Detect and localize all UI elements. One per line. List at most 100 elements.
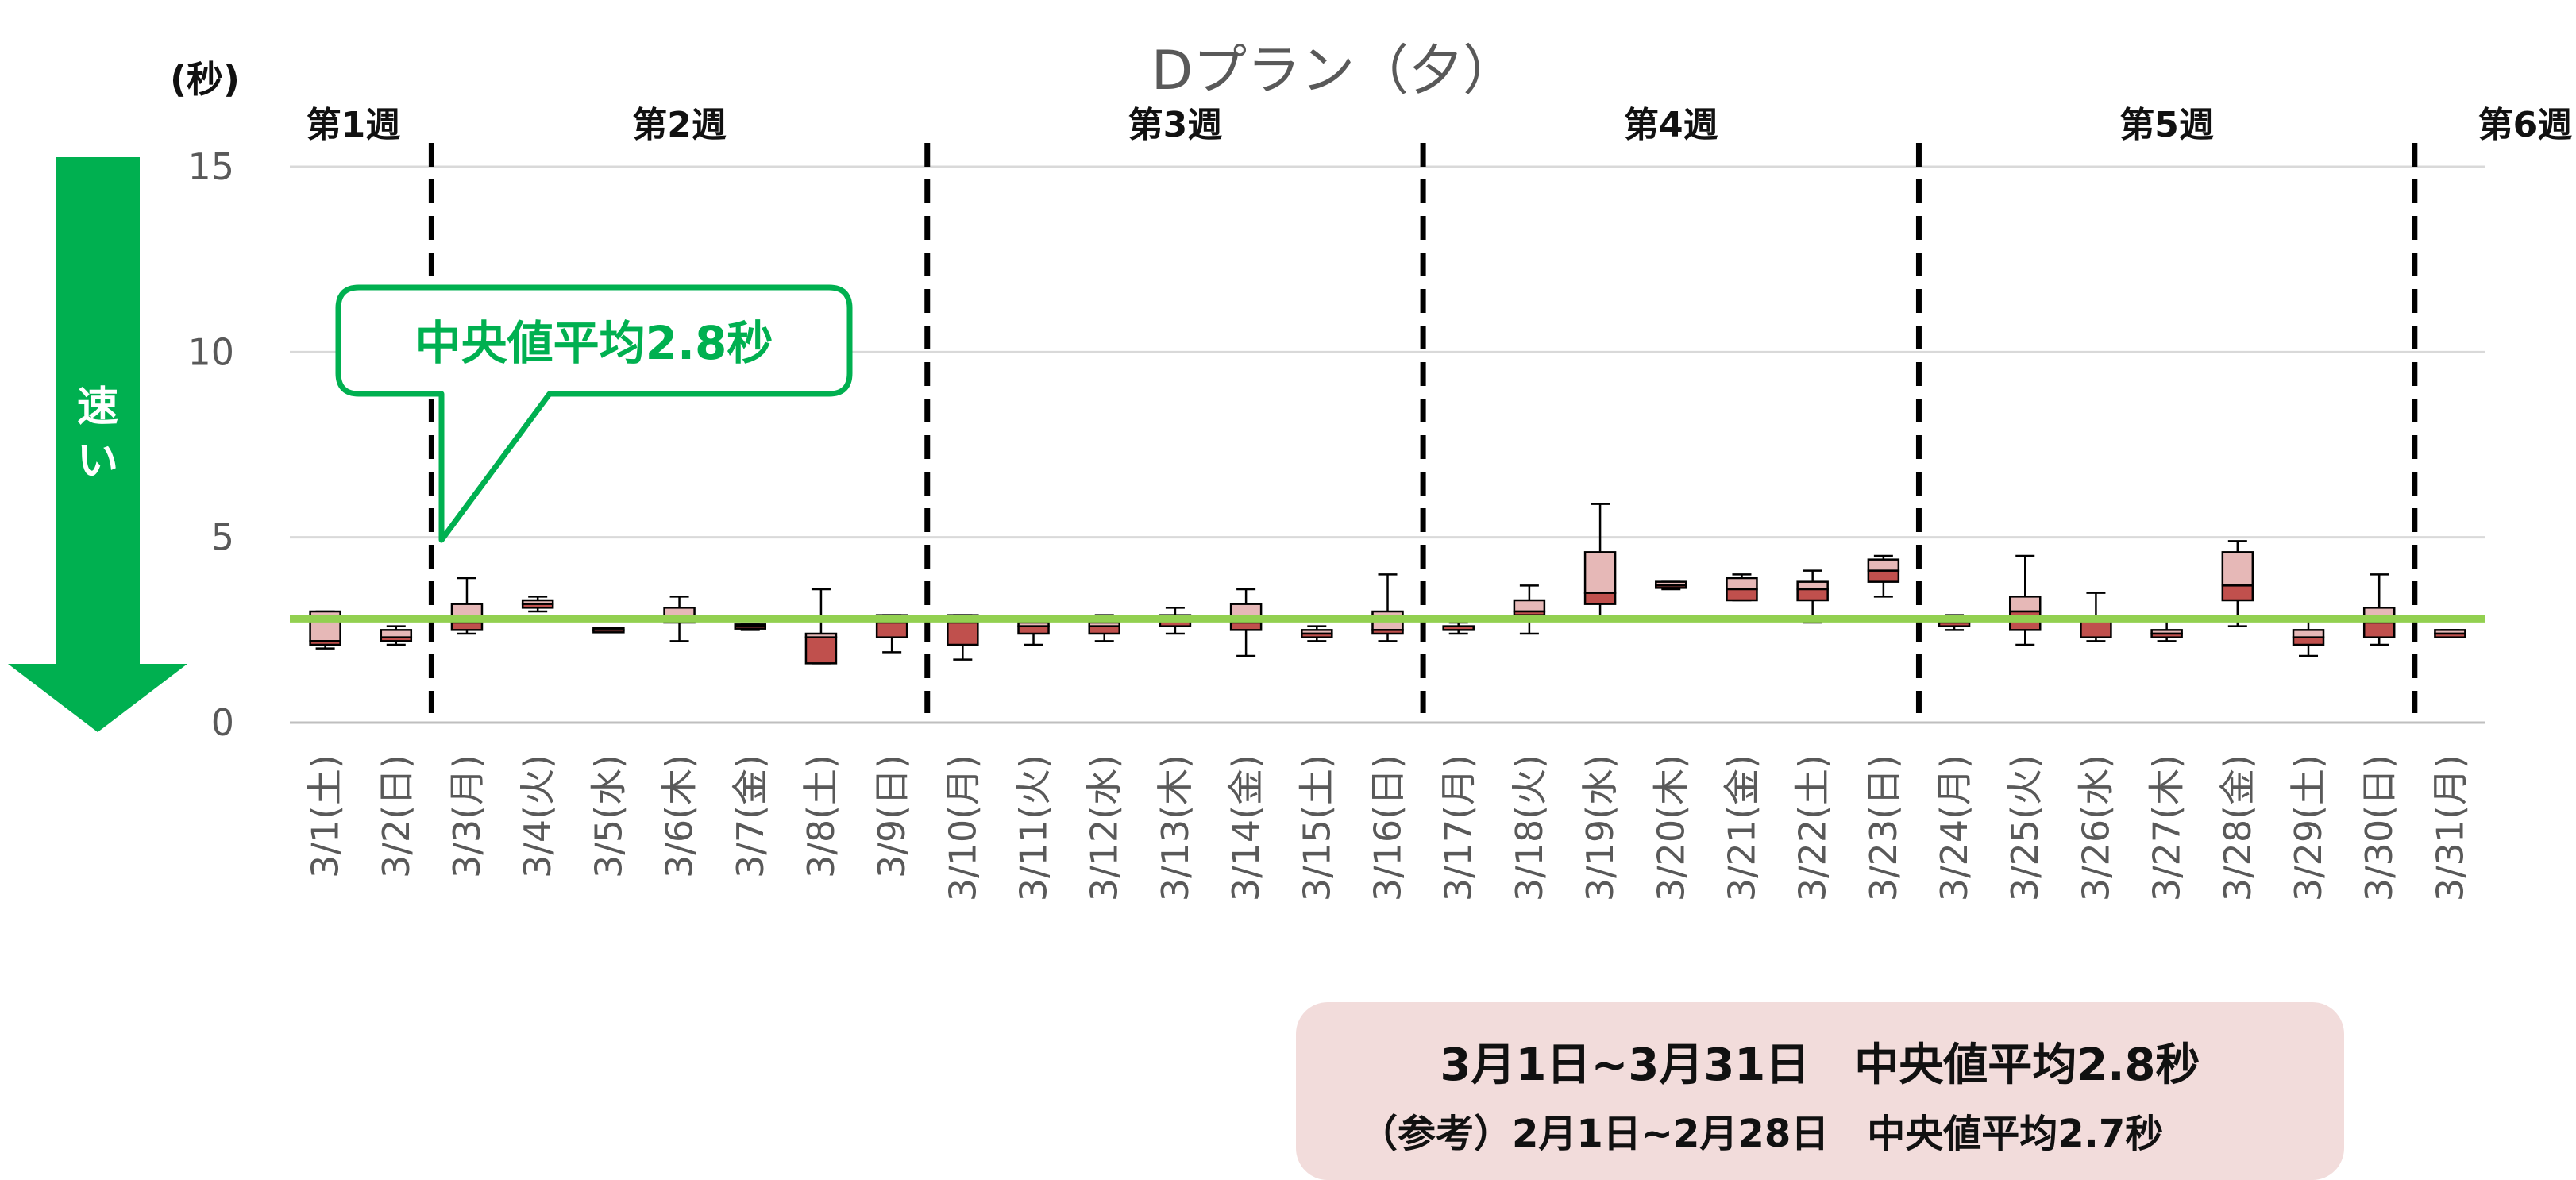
x-tick-label: 3/2(日) bbox=[375, 754, 418, 878]
x-tick-label: 3/14(金) bbox=[1224, 754, 1267, 901]
upper-box bbox=[1726, 577, 1758, 591]
lower-box bbox=[1655, 584, 1687, 589]
box-3/31(月) bbox=[2434, 629, 2466, 638]
lower-box bbox=[2292, 636, 2325, 646]
lower-box bbox=[2150, 632, 2183, 638]
callout-text: 中央値平均2.8秒 bbox=[415, 316, 773, 370]
upper-box bbox=[1583, 551, 1617, 594]
box-3/19(水) bbox=[1583, 503, 1617, 620]
lower-box bbox=[2362, 621, 2396, 638]
box-series bbox=[309, 503, 2466, 665]
y-tick-label: 5 bbox=[211, 516, 234, 559]
x-tick-label: 3/15(土) bbox=[1295, 754, 1338, 901]
box-3/7(金) bbox=[734, 623, 767, 631]
lower-box bbox=[1867, 569, 1900, 583]
upper-box bbox=[1796, 580, 1829, 591]
box-3/2(日) bbox=[380, 625, 413, 646]
upper-box bbox=[1867, 558, 1900, 572]
week-label: 第1週 bbox=[307, 105, 401, 145]
lower-box bbox=[804, 636, 838, 665]
box-3/18(火) bbox=[1513, 584, 1546, 635]
week-label: 第3週 bbox=[1128, 105, 1223, 145]
lower-box bbox=[1513, 610, 1546, 616]
x-tick-label: 3/13(木) bbox=[1154, 754, 1197, 901]
x-axis-tick-labels: 3/1(土) 3/2(日) 3/3(月) 3/4(火) 3/5(水) 3/6(木) 3/7(… bbox=[304, 754, 2472, 901]
box-3/30(日) bbox=[2362, 573, 2396, 646]
lower-box bbox=[1088, 625, 1120, 635]
x-tick-label: 3/8(土) bbox=[800, 754, 843, 878]
x-tick-label: 3/18(火) bbox=[1508, 754, 1551, 901]
down-arrow-icon bbox=[8, 157, 187, 732]
x-tick-label: 3/30(日) bbox=[2358, 754, 2401, 901]
x-tick-label: 3/16(日) bbox=[1367, 754, 1409, 901]
x-tick-label: 3/20(木) bbox=[1649, 754, 1692, 901]
y-tick-label: 10 bbox=[187, 330, 234, 373]
lower-box bbox=[1938, 621, 1971, 627]
summary-main-text: 3月1日~3月31日 中央値平均2.8秒 bbox=[1440, 1039, 2200, 1091]
x-tick-label: 3/1(土) bbox=[304, 754, 347, 878]
summary-reference-text: （参考）2月1日~2月28日 中央値平均2.7秒 bbox=[1359, 1112, 2164, 1156]
x-tick-label: 3/31(月) bbox=[2428, 754, 2471, 901]
summary-box: 3月1日~3月31日 中央値平均2.8秒 （参考）2月1日~2月28日 中央値平… bbox=[1296, 1002, 2344, 1180]
lower-box bbox=[1017, 625, 1050, 635]
box-3/4(火) bbox=[521, 596, 554, 613]
lower-box bbox=[1796, 588, 1829, 602]
chart-title: Dプラン（夕） bbox=[1151, 40, 1517, 102]
week-label: 第6週 bbox=[2478, 105, 2573, 145]
lower-box bbox=[592, 629, 625, 634]
x-tick-label: 3/3(月) bbox=[445, 754, 488, 878]
x-tick-label: 3/22(土) bbox=[1791, 754, 1834, 901]
lower-box bbox=[1726, 588, 1758, 602]
y-tick-label: 0 bbox=[211, 701, 234, 744]
box-3/28(金) bbox=[2221, 540, 2254, 627]
speed-arrow: 速い bbox=[8, 157, 187, 732]
upper-box bbox=[2008, 596, 2042, 613]
x-tick-label: 3/27(木) bbox=[2146, 754, 2188, 901]
lower-box bbox=[1371, 629, 1404, 635]
lower-box bbox=[380, 636, 413, 642]
lower-box bbox=[947, 621, 979, 646]
lower-box bbox=[1229, 621, 1263, 631]
box-3/8(土) bbox=[804, 588, 838, 665]
upper-box bbox=[2292, 629, 2325, 638]
y-axis-ticks: 0 5 10 15 bbox=[187, 145, 234, 744]
x-tick-label: 3/29(土) bbox=[2287, 754, 2330, 901]
upper-box bbox=[380, 629, 413, 638]
lower-box bbox=[521, 603, 554, 609]
x-tick-label: 3/11(火) bbox=[1012, 754, 1055, 901]
upper-box bbox=[2221, 551, 2254, 587]
box-3/29(土) bbox=[2292, 618, 2325, 657]
x-tick-label: 3/26(水) bbox=[2074, 754, 2117, 901]
x-tick-label: 3/28(金) bbox=[2216, 754, 2259, 901]
lower-box bbox=[734, 625, 767, 630]
upper-box bbox=[1513, 599, 1546, 613]
lower-box bbox=[1301, 632, 1333, 638]
week-dividers bbox=[428, 143, 2418, 713]
callout-bubble bbox=[335, 284, 853, 543]
week-label: 第2週 bbox=[632, 105, 727, 145]
lower-box bbox=[309, 640, 341, 646]
box-3/5(水) bbox=[592, 627, 625, 634]
week-label: 第4週 bbox=[1624, 105, 1718, 145]
box-3/21(金) bbox=[1726, 573, 1758, 602]
week-labels: 第1週 第2週 第3週 第4週 第5週 第6週 bbox=[307, 105, 2573, 145]
x-tick-label: 3/10(月) bbox=[941, 754, 984, 901]
x-tick-label: 3/5(水) bbox=[587, 754, 630, 878]
median-callout: 中央値平均2.8秒 bbox=[335, 284, 853, 543]
x-tick-label: 3/23(日) bbox=[1862, 754, 1905, 901]
box-3/16(日) bbox=[1371, 573, 1404, 642]
box-3/14(金) bbox=[1229, 588, 1263, 657]
week-label: 第5週 bbox=[2119, 105, 2214, 145]
x-tick-label: 3/25(火) bbox=[2003, 754, 2046, 901]
lower-box bbox=[450, 621, 484, 631]
y-axis-unit-label: (秒) bbox=[170, 58, 240, 101]
x-tick-label: 3/4(火) bbox=[516, 754, 559, 878]
box-3/17(月) bbox=[1442, 621, 1475, 635]
speed-arrow-label: 速い bbox=[77, 384, 118, 485]
box-3/22(土) bbox=[1796, 569, 1829, 624]
x-tick-label: 3/7(金) bbox=[729, 754, 772, 878]
box-3/1(土) bbox=[309, 610, 341, 650]
lower-box bbox=[2434, 632, 2466, 638]
box-3/23(日) bbox=[1867, 554, 1900, 598]
